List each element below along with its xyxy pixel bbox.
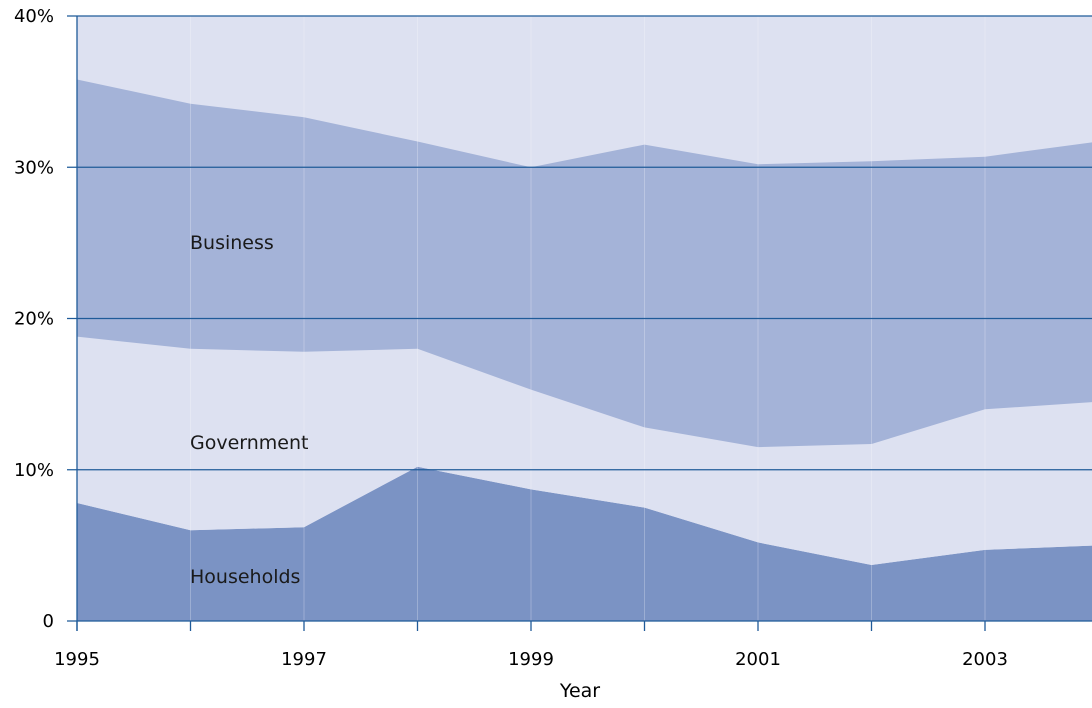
x-tick-label: 1997 [281, 649, 327, 670]
x-tick-label: 2001 [735, 649, 781, 670]
y-tick-label: 40% [14, 6, 54, 27]
axes [76, 16, 986, 631]
series-label-business: Business [190, 232, 274, 254]
area-business [77, 79, 1092, 448]
series-label-government: Government [190, 432, 309, 454]
y-tick-label: 10% [14, 460, 54, 481]
y-tick-label: 0 [43, 611, 54, 632]
y-tick-label: 20% [14, 309, 54, 330]
labels: 0 10% 20% 30% 40% 1995 1997 1999 2001 2003 Househo… [14, 6, 1008, 670]
x-tick-label: 1999 [508, 649, 554, 670]
gridlines [67, 15, 1092, 622]
x-tick-label: 2003 [962, 649, 1008, 670]
x-axis-title: Year [559, 680, 600, 702]
area-government [77, 336, 1092, 565]
y-tick-label: 30% [14, 157, 54, 178]
area-households [77, 466, 1092, 621]
series-label-households: Households [190, 566, 300, 588]
x-tick-label: 1995 [54, 649, 100, 670]
